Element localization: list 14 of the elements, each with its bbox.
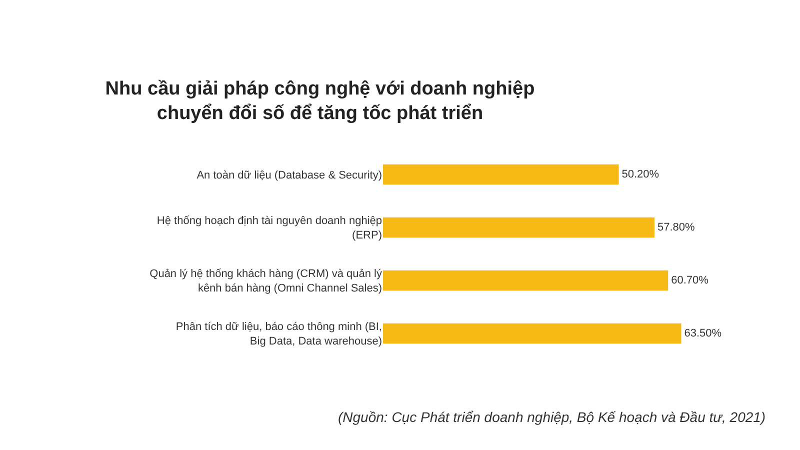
bar xyxy=(383,164,619,185)
y-tick-label: Quản lý hệ thống khách hàng (CRM) và quản lý kênh bán hàng (Omni Channel Sales) xyxy=(150,268,382,294)
data-label: 50.20% xyxy=(622,168,660,180)
y-tick-label: Phân tích dữ liệu, báo cáo thông minh (BI, Big Data, Data warehouse) xyxy=(176,321,382,348)
data-label: 57.80% xyxy=(657,222,695,234)
bar xyxy=(383,270,668,291)
text: (Nguồn: Cục Phát triển doanh nghiệp, Bộ Kế hoạch và Đầu tư, 2021) xyxy=(338,409,766,425)
y-tick-label: An toàn dữ liệu (Database & Security) xyxy=(196,169,382,182)
bar xyxy=(383,323,682,344)
bar xyxy=(383,217,654,238)
y-tick-label: Hệ thống hoạch định tài nguyên doanh nghiệp (ERP) xyxy=(156,215,382,242)
data-label: 63.50% xyxy=(684,328,722,340)
data-label: 60.70% xyxy=(671,274,709,286)
chart-title: Nhu cầu giải pháp công nghệ với doanh nghiệp chuyển đổi số để tăng tốc phát triển xyxy=(105,78,535,124)
